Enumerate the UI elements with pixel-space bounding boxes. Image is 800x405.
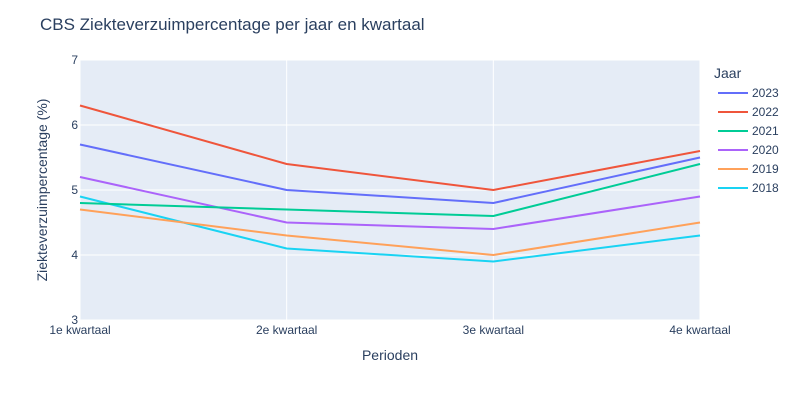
legend: Jaar 2023 2022 2021 2020 2019 2018 bbox=[714, 65, 779, 195]
legend-item-2020: 2020 bbox=[752, 143, 779, 157]
plot-area: 3 4 5 6 7 1e kwartaal 2e kwartaal 3e kwartaal 4e… bbox=[49, 53, 730, 337]
series-line-2020 bbox=[79, 176, 701, 230]
series-line-2022 bbox=[79, 104, 701, 191]
series-line-2021 bbox=[79, 163, 701, 217]
x-axis-label: Perioden bbox=[362, 347, 418, 363]
y-tick-label: 5 bbox=[71, 183, 78, 197]
series-line-2019 bbox=[79, 208, 701, 256]
legend-title: Jaar bbox=[714, 65, 742, 81]
y-axis-label: Ziekteverzuimpercentage (%) bbox=[34, 99, 50, 282]
legend-item-2022: 2022 bbox=[752, 105, 779, 119]
legend-item-2023: 2023 bbox=[752, 86, 779, 100]
legend-item-2021: 2021 bbox=[752, 124, 779, 138]
chart-title: CBS Ziekteverzuimpercentage per jaar en … bbox=[40, 15, 425, 34]
legend-item-2018: 2018 bbox=[752, 181, 779, 195]
y-tick-label: 3 bbox=[71, 313, 78, 327]
y-tick-label: 6 bbox=[71, 118, 78, 132]
y-tick-label: 4 bbox=[71, 248, 78, 262]
y-tick-label: 7 bbox=[71, 53, 78, 67]
legend-item-2019: 2019 bbox=[752, 162, 779, 176]
x-tick-label: 4e kwartaal bbox=[669, 323, 730, 337]
x-tick-label: 1e kwartaal bbox=[49, 323, 110, 337]
x-tick-label: 2e kwartaal bbox=[256, 323, 317, 337]
series-line-2023 bbox=[79, 143, 701, 204]
x-tick-label: 3e kwartaal bbox=[463, 323, 524, 337]
